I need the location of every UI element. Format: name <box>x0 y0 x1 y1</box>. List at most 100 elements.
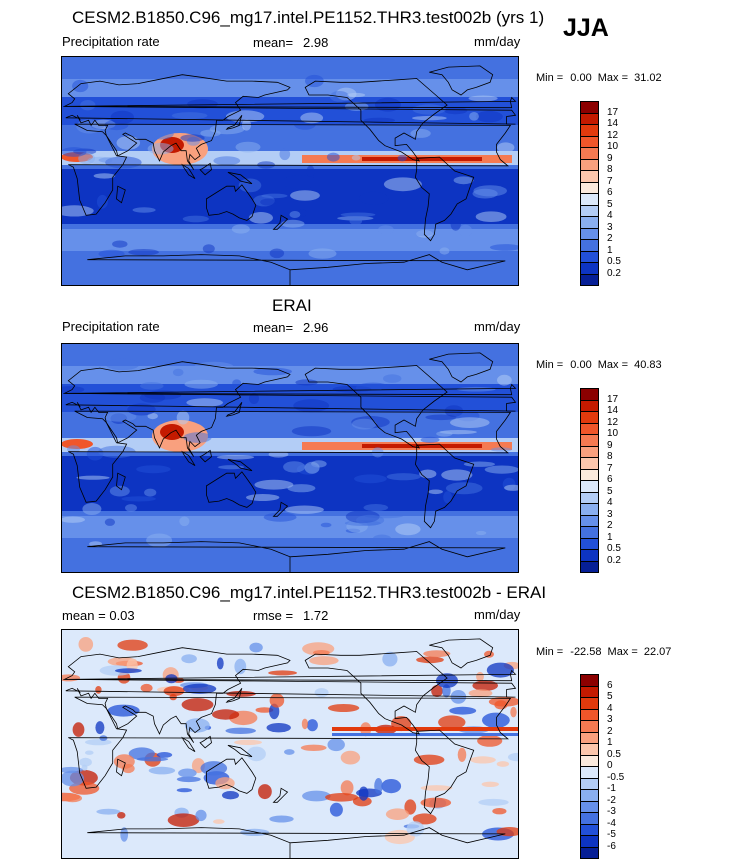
precip-blob <box>443 491 452 504</box>
itcz-anomaly <box>332 727 518 731</box>
panel1-max-value: 31.02 <box>634 72 662 84</box>
precip-blob <box>69 372 103 381</box>
colorbar-tick-label: 5 <box>607 198 613 210</box>
precip-blob <box>359 191 389 205</box>
anomaly-blob <box>95 686 102 694</box>
coastline <box>68 696 512 789</box>
precip-blob <box>93 173 116 179</box>
anomaly-blob <box>178 768 197 778</box>
precip-blob <box>354 474 387 484</box>
panel1-map <box>61 56 519 286</box>
coastline <box>429 638 494 669</box>
itcz-core <box>362 444 482 448</box>
anomaly-blob <box>457 747 467 762</box>
colorbar-tick-label: -6 <box>607 840 616 852</box>
anomaly-blob <box>128 747 155 760</box>
coastline <box>63 669 517 682</box>
panel2-max-label: Max = <box>597 359 629 371</box>
precip-blob <box>213 156 241 166</box>
precip-blob <box>456 386 496 392</box>
panel2-min-value: 0.00 <box>570 359 592 371</box>
precip-blob <box>139 392 166 403</box>
precip-blob <box>62 147 87 157</box>
colorbar-tick-label: 9 <box>607 439 613 451</box>
precip-blob <box>412 229 434 237</box>
precip-blob <box>289 211 301 218</box>
anomaly-blob <box>382 651 398 667</box>
season-label: JJA <box>563 14 609 42</box>
anomaly-blob <box>182 683 217 694</box>
precip-blob <box>428 489 443 495</box>
precip-blob <box>129 243 167 249</box>
anomaly-blob <box>266 723 291 733</box>
precip-blob <box>293 399 330 413</box>
precip-blob <box>179 516 190 527</box>
precip-blob <box>490 447 512 452</box>
panel3-stat-value: 1.72 <box>303 608 329 623</box>
anomaly-blob <box>477 735 503 747</box>
colorbar-tick-label: 14 <box>607 118 619 129</box>
anomaly-blob <box>420 797 452 808</box>
coastline <box>225 402 243 417</box>
coastline <box>206 184 257 221</box>
colorbar-tick-label: 0.5 <box>607 543 621 554</box>
precip-blob <box>469 112 479 121</box>
anomaly-blob <box>181 698 214 712</box>
precip-blob <box>281 219 305 228</box>
panel2-stat-label: mean= <box>253 320 294 335</box>
colorbar-box <box>580 560 599 573</box>
colorbar-tick-label: 4 <box>607 210 613 221</box>
precip-blob <box>284 505 324 514</box>
panel3-min-value: -22.58 <box>570 646 602 658</box>
anomaly-blob <box>449 706 477 715</box>
precip-blob <box>295 379 318 386</box>
precip-blob <box>355 382 391 394</box>
coastline <box>272 214 289 230</box>
anomaly-blob <box>113 754 135 769</box>
precip-blob <box>82 503 102 515</box>
anomaly-blob <box>486 662 514 678</box>
colorbar-tick-label: 0.5 <box>607 256 621 267</box>
colorbar-tick-label: 9 <box>607 152 613 164</box>
precip-blob <box>182 215 209 223</box>
anomaly-blob <box>96 808 121 815</box>
precip-blob <box>104 518 115 526</box>
panel2-max-value: 40.83 <box>634 359 662 371</box>
anomaly-blob <box>374 778 383 794</box>
precip-blob <box>194 361 234 372</box>
coastline <box>429 352 494 383</box>
precip-blob <box>397 154 407 162</box>
anomaly-blob <box>255 707 274 713</box>
coastline <box>181 163 196 179</box>
precip-blob <box>96 194 108 209</box>
precip-blob <box>176 410 190 425</box>
precip-blob <box>184 379 218 389</box>
precip-blob <box>253 367 292 376</box>
anomaly-blob <box>381 779 402 794</box>
anomaly-blob <box>222 791 239 800</box>
panel3-min-label: Min = <box>536 646 564 658</box>
anomaly-blob <box>62 766 83 774</box>
anomaly-blob <box>269 815 294 823</box>
precip-blob <box>363 504 389 512</box>
anomaly-blob <box>120 827 129 842</box>
anomaly-blob <box>302 790 331 802</box>
precip-blob <box>349 217 363 225</box>
panel3-max-label: Max = <box>607 646 638 658</box>
anomaly-blob <box>78 637 94 652</box>
coastline <box>181 736 196 752</box>
colorbar-tick-label: -3 <box>607 806 616 817</box>
precip-blob <box>300 112 324 124</box>
anomaly-blob <box>72 722 85 737</box>
colorbar-tick-label: 6 <box>607 679 613 691</box>
precip-blob <box>497 142 515 153</box>
precip-blob <box>347 92 366 98</box>
coastline <box>116 185 126 204</box>
precip-blob <box>402 224 439 230</box>
storm-track <box>62 229 518 251</box>
anomaly-blob <box>167 813 200 827</box>
panel1-minmax: Min = 0.00 Max = 31.02 <box>536 72 662 84</box>
anomaly-blob <box>481 781 499 787</box>
anomaly-blob <box>269 693 285 708</box>
coastline <box>304 651 448 735</box>
